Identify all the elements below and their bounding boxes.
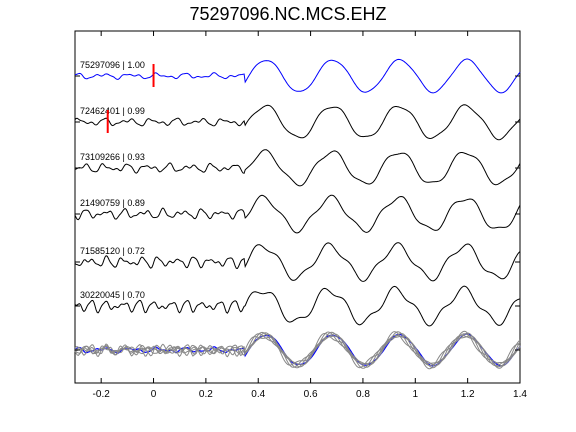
trace-line — [74, 149, 521, 187]
trace-line — [74, 58, 521, 94]
x-tick-label: -0.2 — [93, 389, 111, 400]
trace-label: 21490759 | 0.89 — [80, 198, 145, 208]
traces-group — [74, 58, 521, 370]
trace-label: 72462401 | 0.99 — [80, 106, 145, 116]
x-tick-label: 1.4 — [513, 389, 527, 400]
x-tick-label: 1 — [413, 389, 419, 400]
x-tick-label: 0 — [151, 389, 157, 400]
trace-labels-group: 75297096 | 1.00 72462401 | 0.99 73109266 |… — [80, 60, 145, 300]
stack-line — [74, 331, 521, 369]
stack-line — [74, 331, 521, 369]
x-tick-label: 1.2 — [461, 389, 475, 400]
trace-line — [74, 285, 521, 327]
stack-line — [74, 330, 521, 370]
chart-title: 75297096.NC.MCS.EHZ — [189, 4, 387, 24]
trace-line — [74, 104, 521, 141]
x-tick-label: 0.2 — [199, 389, 213, 400]
trace-label: 30220045 | 0.70 — [80, 290, 145, 300]
stack-line — [74, 332, 521, 368]
x-tick-label: 0.8 — [356, 389, 370, 400]
trace-label: 75297096 | 1.00 — [80, 60, 145, 70]
trace-line — [74, 194, 521, 234]
picks-group — [106, 64, 155, 133]
trace-label: 71585120 | 0.72 — [80, 246, 145, 256]
plot-frame — [74, 30, 521, 384]
x-tick-label: 0.6 — [304, 389, 318, 400]
x-tick-label: 0.4 — [251, 389, 265, 400]
trace-line — [74, 242, 521, 282]
x-axis: -0.2 0 0.2 0.4 0.6 0.8 1 1.2 1.4 — [93, 31, 527, 400]
trace-label: 73109266 | 0.93 — [80, 152, 145, 162]
